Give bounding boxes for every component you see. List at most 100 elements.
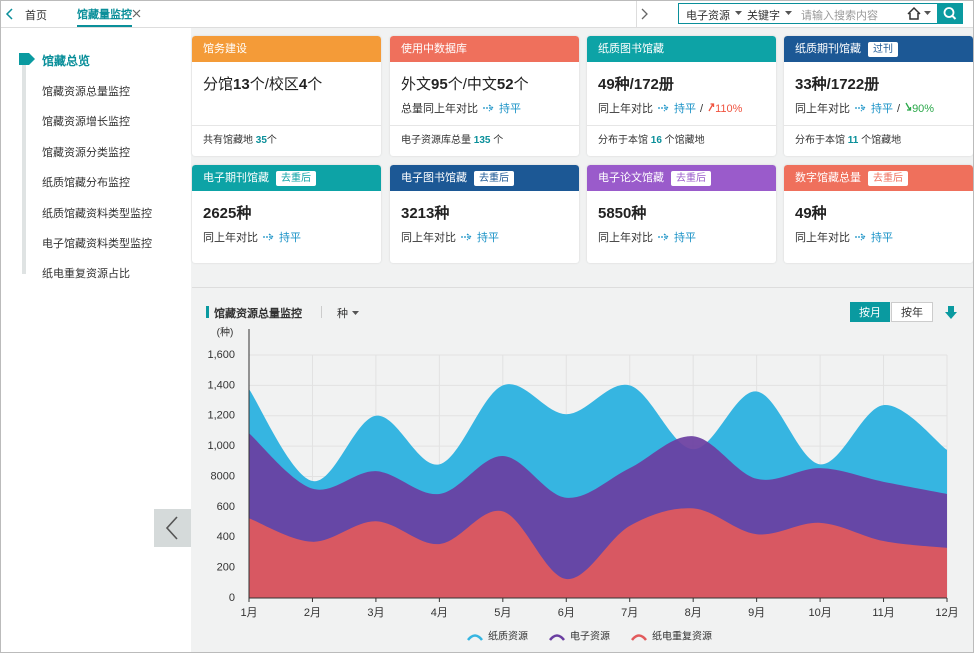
change-arrow	[905, 102, 912, 111]
value-part: 5850种	[598, 205, 647, 222]
y-axis-label: (种)	[217, 326, 234, 339]
legend-swatch	[631, 634, 647, 641]
card-compare: 同上年对比 持平	[795, 229, 893, 245]
change-text: 110%	[715, 103, 743, 115]
card-badge: 去重后	[671, 171, 711, 186]
trend-text: 持平	[674, 232, 696, 244]
footer-part: 135	[473, 135, 491, 146]
divider	[636, 1, 637, 27]
card-badge: 去重后	[276, 171, 316, 186]
y-tick-label: 600	[217, 501, 235, 513]
compare-label: 总量同上年对比	[401, 103, 478, 115]
trend-arrow	[658, 233, 670, 241]
search-box: 电子资源 关键字 请输入搜索内容	[678, 3, 938, 24]
stat-card: 纸质图书馆藏 49种/172册 同上年对比 持平 / 110% 分布于本馆 16 个馆藏地	[587, 36, 776, 156]
nav-title[interactable]: 馆藏总览	[42, 54, 91, 68]
forward-icon[interactable]	[639, 8, 649, 20]
compare-label: 同上年对比	[598, 103, 653, 115]
change-arrow	[708, 103, 715, 112]
search-button[interactable]	[937, 3, 963, 24]
back-icon[interactable]	[5, 8, 15, 20]
search-input[interactable]: 请输入搜索内容	[801, 10, 878, 22]
nav-marker	[19, 53, 35, 65]
arrow-path	[855, 104, 867, 112]
unit-select[interactable]: 种	[337, 308, 348, 320]
compare-label: 同上年对比	[401, 232, 456, 244]
y-tick-label: 0	[229, 592, 235, 604]
toggle-button[interactable]: 按月	[850, 302, 890, 322]
arrow-path	[461, 233, 473, 241]
y-tick-label: 1,000	[207, 440, 235, 452]
nav-item[interactable]: 馆藏资源增长监控	[42, 116, 130, 129]
trend-text: 持平	[871, 232, 893, 244]
footer-part: 分布于本馆	[795, 135, 848, 146]
trend-arrow	[855, 233, 867, 241]
trend: 持平	[657, 103, 696, 115]
card-footer: 共有馆藏地 35个	[192, 125, 381, 156]
nav-item[interactable]: 馆藏资源分类监控	[42, 146, 130, 159]
card-title: 馆务建设	[203, 43, 247, 55]
trend-text: 持平	[871, 103, 893, 115]
nav-item[interactable]: 纸质馆藏分布监控	[42, 177, 130, 190]
card-header: 纸质图书馆藏	[587, 36, 776, 62]
trend-arrow	[263, 233, 275, 241]
card-title: 纸质图书馆藏	[598, 43, 664, 55]
y-tick-label: 1,200	[207, 410, 235, 422]
value-part: 13	[233, 76, 250, 93]
y-tick-label: 1,600	[207, 349, 235, 361]
footer-part: 个	[490, 135, 504, 146]
nav-rail	[22, 64, 26, 274]
change-text: 90%	[912, 103, 935, 115]
nav-item[interactable]: 纸质馆藏资料类型监控	[42, 207, 152, 220]
field-select[interactable]: 关键字	[747, 10, 780, 22]
nav-item[interactable]: 电子馆藏资料类型监控	[42, 238, 152, 250]
card-title: 电子论文馆藏	[598, 172, 664, 184]
stat-card: 电子论文馆藏 去重后 5850种同上年对比 持平	[587, 165, 776, 263]
slash: /	[897, 103, 901, 115]
trend: 持平	[460, 232, 499, 244]
card-compare: 同上年对比 持平	[401, 229, 499, 245]
card-compare: 同上年对比 持平 / 110%	[598, 100, 742, 116]
value-part: 分馆	[203, 76, 234, 93]
card-value: 5850种	[598, 202, 646, 223]
card-header: 使用中数据库	[390, 36, 579, 62]
home-tab[interactable]: 首页	[25, 10, 47, 22]
card-title: 电子图书馆藏	[401, 172, 467, 184]
card-footer: 分布于本馆 11 个馆藏地	[784, 125, 973, 156]
card-header: 馆务建设	[192, 36, 381, 62]
card-header: 电子图书馆藏 去重后	[390, 165, 579, 191]
trend-arrow	[855, 104, 867, 112]
collapse-button[interactable]	[154, 509, 191, 547]
card-compare: 同上年对比 持平	[598, 229, 696, 245]
scope-select[interactable]: 电子资源	[686, 10, 730, 22]
y-tick-label: 1,400	[207, 379, 235, 391]
download-icon[interactable]	[944, 305, 958, 321]
trend-text: 持平	[674, 103, 696, 115]
value-part: 个	[307, 76, 323, 93]
card-header: 纸质期刊馆藏 过刊	[784, 36, 973, 62]
arrow-path	[483, 104, 495, 112]
trend-arrow	[483, 104, 495, 112]
area	[249, 508, 947, 598]
card-compare: 同上年对比 持平 / 90%	[795, 100, 934, 116]
y-tick-label: 200	[217, 562, 235, 574]
y-tick-label: 400	[217, 531, 235, 543]
trend-text: 持平	[499, 103, 521, 115]
value-part: 52	[496, 76, 514, 93]
stat-card: 使用中数据库 外文95个/中文52个 总量同上年对比 持平 电子资源库总量 135 个	[390, 36, 579, 156]
nav-item[interactable]: 馆藏资源总量监控	[42, 86, 130, 98]
close-tab-icon[interactable]	[132, 9, 141, 18]
toggle-button[interactable]: 按年	[891, 302, 933, 322]
card-compare: 同上年对比 持平	[203, 229, 301, 245]
nav-item[interactable]: 纸电重复资源占比	[42, 268, 130, 281]
trend-text: 持平	[279, 232, 301, 244]
card-value: 33种/1722册	[795, 73, 879, 94]
area	[249, 384, 947, 598]
legend-swatch	[467, 634, 483, 641]
x-tick-label: 9月	[748, 607, 765, 619]
footer-part: 个	[266, 135, 277, 146]
arrow-path	[708, 103, 715, 112]
active-tab[interactable]: 馆藏量监控	[77, 6, 132, 27]
home-icon[interactable]	[906, 6, 922, 21]
